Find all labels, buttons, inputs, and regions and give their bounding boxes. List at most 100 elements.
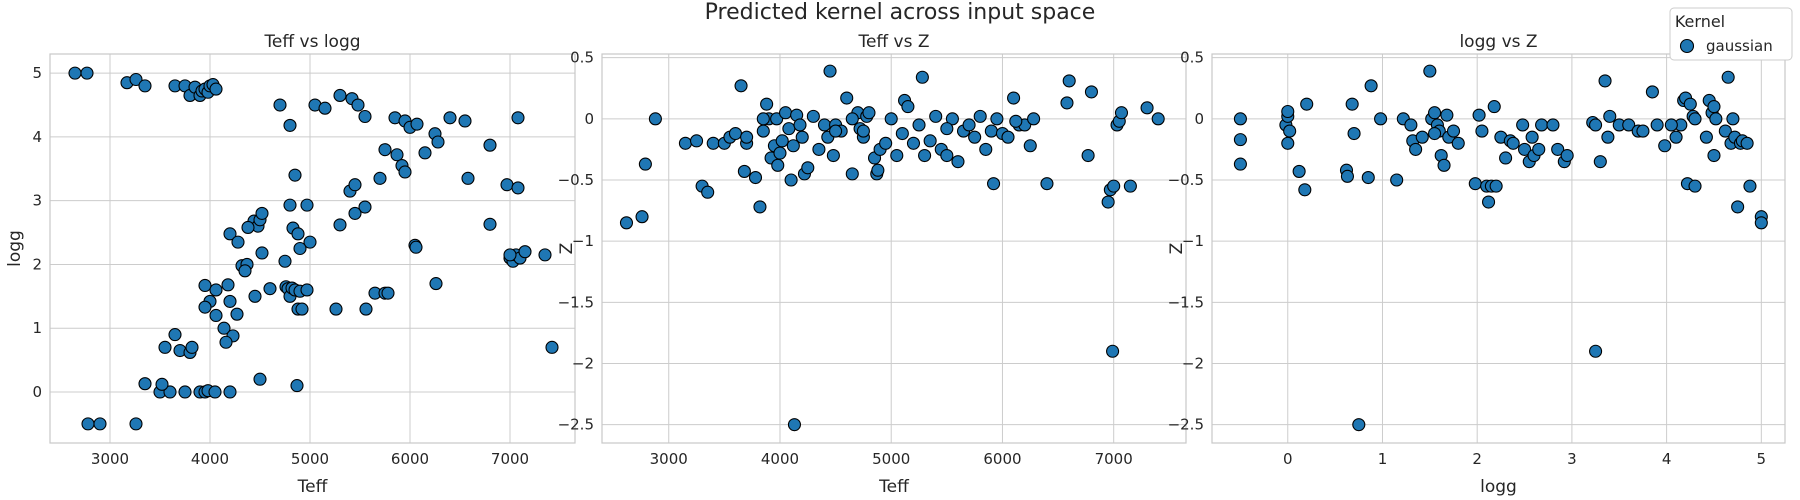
scatter-point [359,302,373,316]
scatter-point [81,417,95,431]
scatter-point [1709,112,1723,126]
scatter-point [940,122,954,136]
scatter-point [518,245,532,259]
x-tick-label: 3 [1567,450,1577,468]
scatter-point [283,198,297,212]
scatter-point [1650,118,1664,132]
scatter-point [734,79,748,93]
scatter-point [241,220,255,235]
scatter-point [829,124,843,138]
subplot-teff-vs-z: 3000 4000 5000 6000 7000 −2.5 −2 −1.5 −1 −0.5 0 0.5… [557,32,1187,497]
scatter-point [701,185,715,199]
scatter-point [1428,106,1442,120]
scatter-point [1023,139,1037,153]
scatter-point [1233,112,1247,126]
scatter-point [178,385,192,399]
scatter-point [1721,70,1735,84]
scatter-point [318,101,332,115]
scatter-point [1622,118,1636,132]
x-tick-label: 3000 [650,450,688,468]
x-tick-label: 1 [1378,450,1388,468]
scatter-point [648,112,662,126]
scatter-point [1499,151,1513,165]
y-tick-label: −1 [1182,232,1204,250]
scatter-point [812,142,826,156]
scatter-point [901,100,915,114]
y-tick-label: 2 [32,255,42,273]
scatter-point [760,97,774,111]
scatter-point [163,385,177,399]
scatter-point [1688,179,1702,193]
scatter-point [1340,169,1354,183]
scatter-point [1731,200,1745,214]
scatter-point [278,254,292,268]
scatter-point [968,130,982,144]
scatter-point [503,248,517,262]
x-tick-label: 0 [1283,450,1293,468]
scatter-point [138,79,152,93]
scatter-point [619,216,634,230]
x-tick-label: 4000 [191,450,229,468]
scatter-point [283,118,297,132]
scatter-point [879,136,893,150]
scatter-point [1415,130,1429,144]
y-tick-label: 0 [32,383,42,401]
scatter-point [1664,118,1678,132]
scatter-point [915,70,929,84]
scatter-point [300,283,314,297]
y-tick-label: −1 [572,232,594,250]
scatter-point [728,126,743,141]
scatter-point [255,206,269,220]
scatter-point [1101,195,1115,209]
legend-title: Kernel [1675,12,1725,31]
scatter-point [945,112,959,126]
scatter-point [1374,112,1388,126]
scatter-point [1446,124,1461,138]
scatter-point [378,143,392,157]
scatter-point [1551,142,1565,156]
x-tick-label: 4000 [761,450,799,468]
scatter-point [1233,133,1247,147]
y-axis-label: Z [1167,243,1187,255]
scatter-point [209,308,223,323]
scatter-point [300,198,314,212]
scatter-point [845,167,859,181]
y-tick-label: 3 [32,192,42,210]
y-axis-label: Z [557,243,577,255]
scatter-point [753,200,767,214]
scatter-point [1593,155,1607,169]
scatter-point [290,379,304,393]
scatter-point [217,321,231,335]
scatter-point [1754,216,1768,230]
scatter-point [390,148,404,162]
y-tick-label: 0 [584,110,594,128]
scatter-point [706,136,720,150]
scatter-point [1084,85,1098,99]
scatter-point [1060,96,1074,110]
x-tick-label: 6000 [983,450,1021,468]
subplot-title: Teff vs logg [263,32,360,52]
scatter-point [198,300,212,314]
y-tick-label: 0.5 [570,49,594,67]
scatter-point [1598,74,1612,88]
scatter-point [1364,79,1378,93]
scatter-point [817,118,832,132]
scatter-point [973,109,987,123]
scatter-point [185,340,199,354]
scatter-point [906,136,921,150]
x-tick-label: 7000 [491,450,529,468]
scatter-point [1669,130,1683,144]
scatter-point [209,283,223,297]
scatter-point [348,178,362,192]
scatter-point [756,112,770,126]
scatter-point [940,148,954,163]
y-tick-label: 0 [1194,110,1204,128]
scatter-point [461,171,475,185]
scatter-point [1532,142,1546,156]
scatter-point [1560,148,1574,163]
scatter-point [990,112,1004,126]
scatter-point [155,377,169,391]
scatter-point [782,122,796,136]
scatter-point [918,148,932,163]
